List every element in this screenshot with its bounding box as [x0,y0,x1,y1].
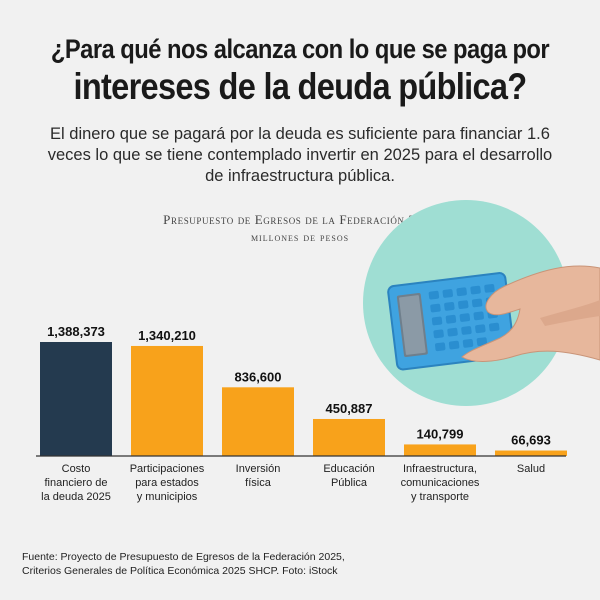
subtitle: El dinero que se pagará por la deuda es … [47,125,553,185]
data-label-1: 1,340,210 [138,328,196,343]
category-label-0: Costo financiero de la deuda 2025 [41,463,111,503]
data-label-2: 836,600 [235,369,282,384]
headline: ¿Para qué nos alcanza con lo que se paga… [0,34,600,108]
bar-4 [404,444,476,456]
bar-2 [222,387,294,456]
bar-1 [131,345,203,456]
category-label-2: Inversión física [236,463,281,489]
source-line-2: Criterios Generales de Política Económic… [22,565,338,577]
source-line-1: Fuente: Proyecto de Presupuesto de Egres… [22,551,345,563]
category-label-4: Infraestructura, comunicaciones y transpor… [401,463,480,503]
data-label-4: 140,799 [417,426,464,441]
bar-3 [313,418,385,456]
data-label-3: 450,887 [326,401,373,416]
bar-0 [40,342,112,456]
data-label-0: 1,388,373 [47,324,105,339]
data-label-5: 66,693 [511,433,551,448]
category-label-5: Salud [517,463,545,475]
headline-line-1: ¿Para qué nos alcanza con lo que se paga… [50,34,550,64]
chart-subtitle: millones de pesos [250,230,350,244]
headline-line-2: intereses de la deuda pública? [73,66,528,107]
bar-5 [495,450,567,456]
category-label-3: Educación Pública [323,463,374,489]
category-label-1: Participaciones para estados y municipios [130,463,205,503]
source-note: Fuente: Proyecto de Presupuesto de Egres… [22,550,582,578]
